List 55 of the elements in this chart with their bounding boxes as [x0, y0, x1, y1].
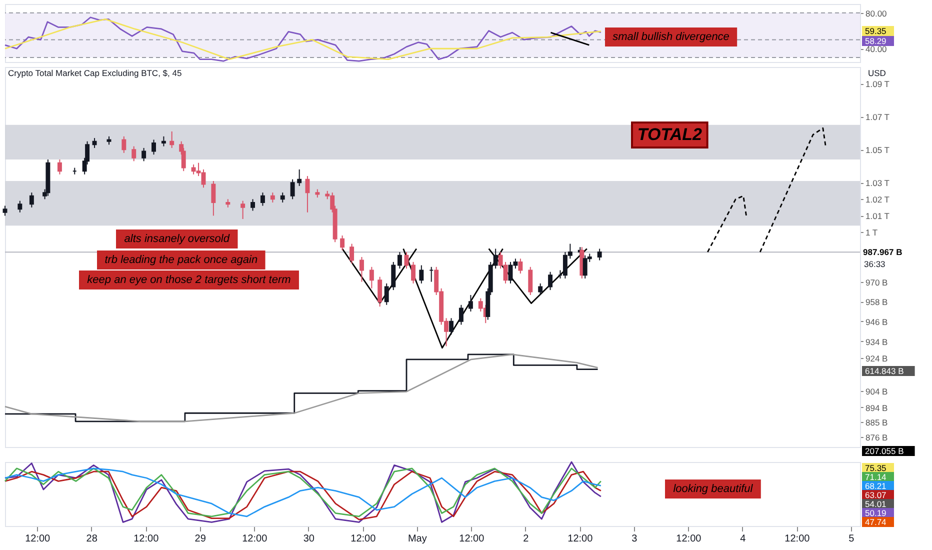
- text: 71.14: [865, 472, 887, 482]
- y-tick-label: 970 B: [866, 277, 888, 288]
- x-tick-label: 12:00: [350, 534, 376, 544]
- y-tick-label: 1.05 T: [866, 145, 890, 156]
- x-tick-label: 3: [632, 534, 638, 544]
- y-tick-label: 894 B: [866, 402, 888, 413]
- y-tick-label: 904 B: [866, 386, 888, 396]
- annotation: trb leading the pack once again: [104, 254, 258, 266]
- x-tick-label: 12:00: [784, 534, 810, 544]
- y-tick-label: 924 B: [866, 353, 888, 364]
- text: 58.29: [865, 36, 887, 46]
- x-tick-label: 28: [86, 534, 98, 544]
- x-tick-label: May: [408, 534, 427, 544]
- y-tick-label: 1 T: [866, 228, 878, 238]
- text: 614.843 B: [865, 366, 904, 376]
- x-tick-label: 12:00: [25, 534, 51, 544]
- annotation: Crypto Total Market Cap Excluding BTC, $, 45: [8, 68, 182, 78]
- annotation: keep an eye on those 2 targets short term: [87, 274, 291, 286]
- text: 36:33: [864, 259, 886, 269]
- annotation: alts insanely oversold: [124, 233, 230, 245]
- text: 47.74: [865, 517, 887, 527]
- text: 63.07: [865, 490, 887, 500]
- x-tick-label: 30: [303, 534, 315, 544]
- x-tick-label: 12:00: [242, 534, 268, 544]
- x-tick-label: 12:00: [568, 534, 594, 544]
- y-tick-label: 1.07 T: [866, 112, 890, 122]
- y-tick-label: 1.09 T: [866, 79, 890, 90]
- y-tick-label: 1.01 T: [866, 211, 890, 222]
- y-tick-label: 1.03 T: [866, 178, 890, 188]
- x-tick-label: 12:00: [676, 534, 702, 544]
- y-tick-label: 1.02 T: [866, 194, 890, 205]
- y-tick-label: 934 B: [866, 336, 888, 347]
- annotation: TOTAL2: [637, 125, 702, 144]
- ref-line-label: 987.967 B: [863, 247, 902, 258]
- text: 50.19: [865, 508, 887, 518]
- text: 68.21: [865, 481, 887, 491]
- x-tick-label: 2: [523, 534, 530, 544]
- y-tick-label: 40.00: [866, 44, 888, 54]
- text: 75.35: [865, 463, 887, 473]
- x-tick-label: 29: [194, 534, 206, 544]
- text: USD: [868, 68, 886, 78]
- annotation: looking beautiful: [673, 483, 754, 495]
- annotation: small bullish divergence: [612, 31, 730, 43]
- text: 59.35: [865, 26, 887, 36]
- y-tick-label: 958 B: [866, 297, 888, 308]
- x-tick-label: 5: [848, 534, 855, 544]
- x-tick-label: 4: [740, 534, 746, 544]
- y-tick-label: 876 B: [866, 432, 888, 443]
- text: 54.01: [865, 499, 887, 509]
- y-tick-label: 80.00: [866, 8, 888, 18]
- x-tick-label: 12:00: [134, 534, 160, 544]
- y-tick-label: 946 B: [866, 316, 888, 327]
- text: 207.055 B: [865, 446, 904, 456]
- x-tick-label: 12:00: [459, 534, 485, 544]
- y-tick-label: 885 B: [866, 418, 888, 428]
